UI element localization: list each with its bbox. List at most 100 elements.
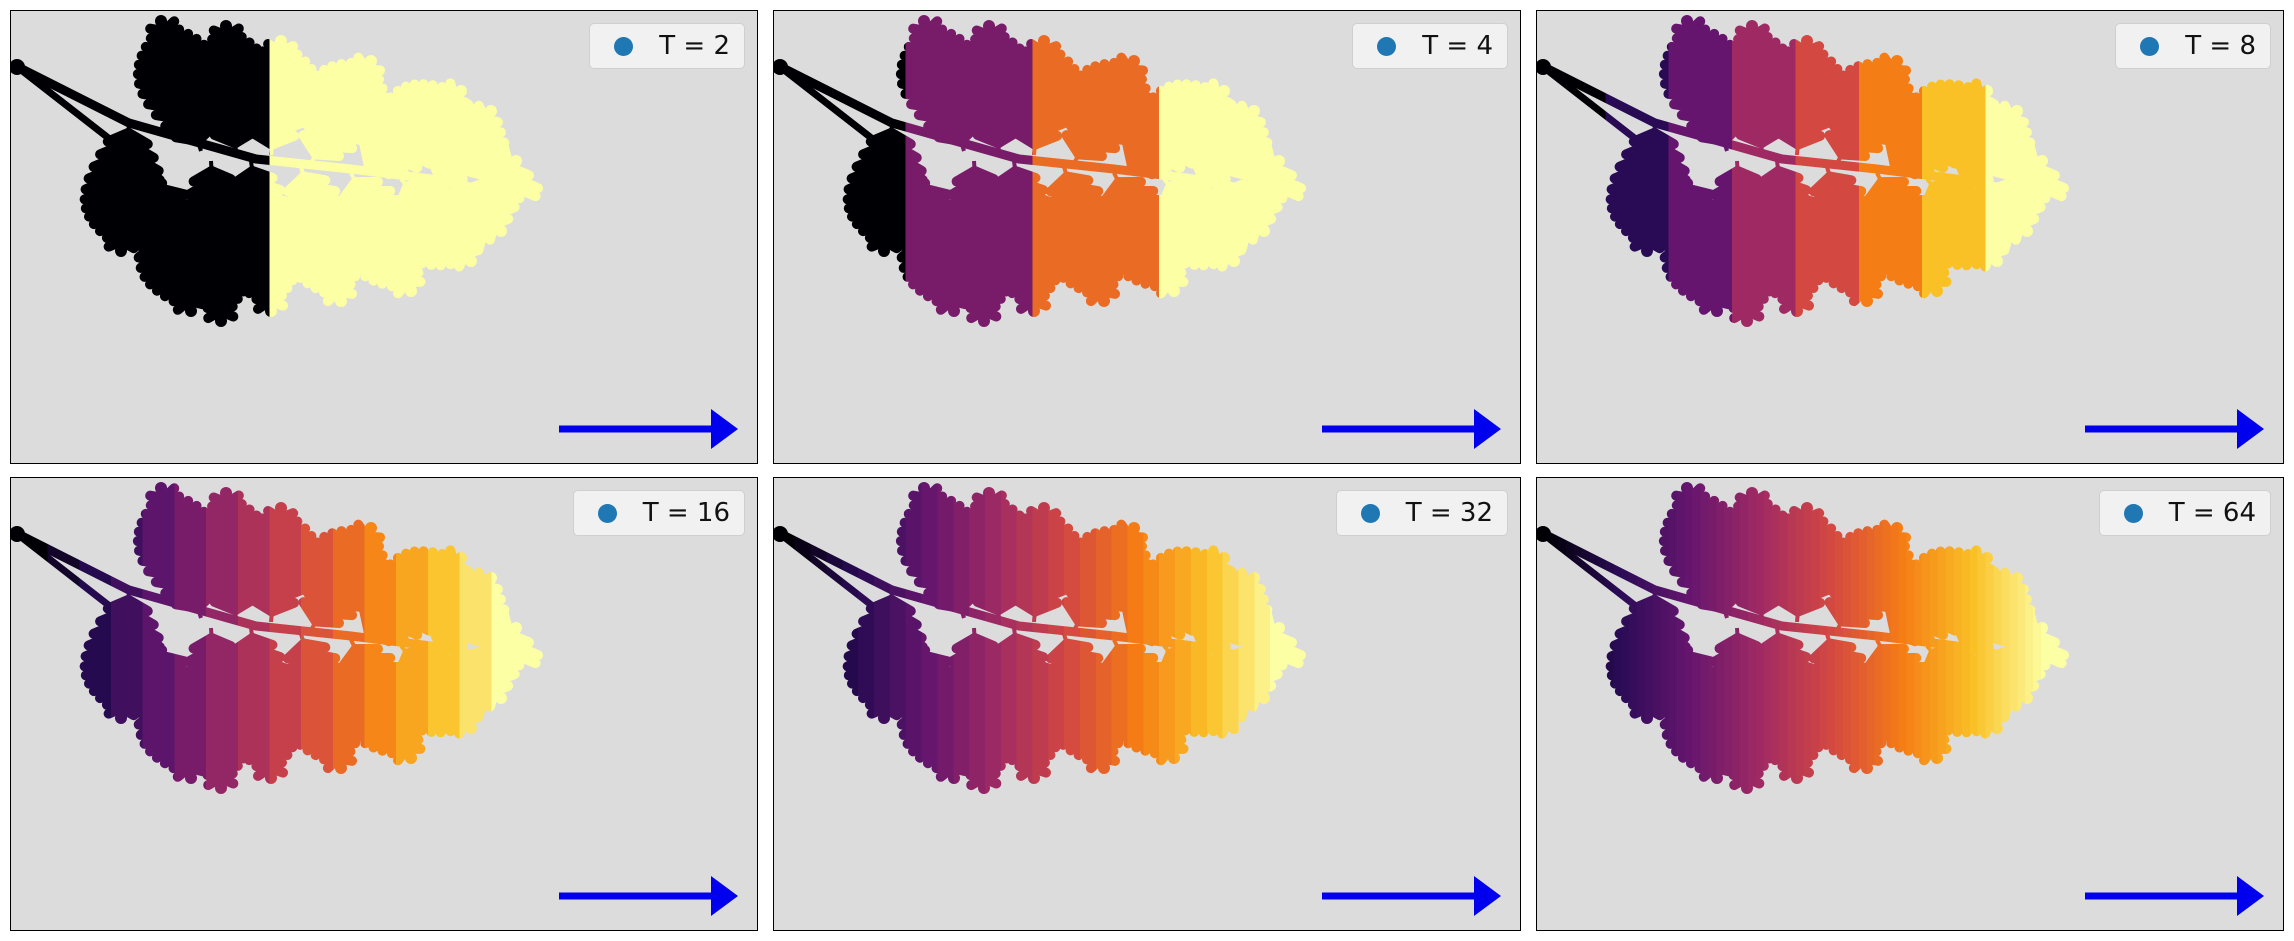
fern-pinnule bbox=[1084, 132, 1132, 146]
fern-pinnule bbox=[1891, 591, 1908, 631]
fern-pinnule bbox=[133, 214, 176, 251]
fern-pinnule bbox=[168, 500, 202, 533]
fern-pinnule bbox=[310, 267, 338, 294]
fern-pinnule bbox=[1845, 276, 1867, 298]
fern-pinnule bbox=[1716, 743, 1750, 767]
fern-pinnule bbox=[1865, 204, 1901, 248]
fern-pinnule bbox=[1955, 113, 1982, 163]
fern-pinnule bbox=[951, 166, 980, 187]
fern-pinnule bbox=[1971, 188, 1990, 227]
fern-pinnule bbox=[1609, 157, 1658, 184]
fern-pinnule bbox=[371, 111, 390, 158]
fern-pinnule bbox=[232, 85, 280, 119]
fern-pinnule bbox=[408, 648, 451, 666]
fern-pinnule bbox=[1720, 48, 1761, 71]
fern-pinnule bbox=[481, 202, 520, 224]
fern-pinnule bbox=[1825, 581, 1852, 618]
fern-pinnule bbox=[942, 653, 981, 680]
fern-pinnule bbox=[1162, 663, 1189, 710]
fern-pinnule bbox=[165, 495, 194, 523]
fern-pinnule bbox=[896, 224, 941, 263]
fern-pinnule bbox=[1922, 655, 1945, 696]
fern-pinnule bbox=[843, 186, 893, 214]
fern-pinnule bbox=[435, 571, 463, 622]
fern-pinnule bbox=[141, 184, 169, 209]
fern-pinnule bbox=[137, 194, 171, 224]
fern-pinnule bbox=[150, 577, 197, 593]
fern-pinnule bbox=[1761, 65, 1808, 98]
fern-pinnule bbox=[1919, 276, 1938, 299]
fern-pinnule bbox=[1660, 671, 1699, 705]
fern-pinnule bbox=[847, 663, 893, 689]
fern-pinnule bbox=[957, 105, 1002, 129]
fern-pinnule bbox=[1662, 517, 1705, 533]
fern-pinnule bbox=[1004, 525, 1046, 555]
fern-pinnule bbox=[295, 248, 332, 283]
fern-pinnule bbox=[1109, 90, 1154, 103]
fern-pinnule bbox=[1660, 204, 1699, 238]
fern-pinnule bbox=[1658, 69, 1711, 86]
fern-pinnule bbox=[1062, 581, 1089, 618]
fern-pinnule bbox=[1952, 226, 1977, 270]
fern-pinnule bbox=[1863, 186, 1892, 221]
fern-pinnule bbox=[302, 555, 336, 601]
fern-pinnule bbox=[995, 552, 1043, 586]
fern-pinnule bbox=[1667, 651, 1695, 676]
fern-pinnule bbox=[1156, 743, 1175, 766]
fern-tip bbox=[1791, 772, 1803, 784]
fern-pinnule bbox=[377, 258, 403, 289]
fern-pinnule bbox=[984, 653, 1023, 683]
fern-pinnule bbox=[1958, 168, 1994, 185]
fern-pinnule bbox=[168, 33, 202, 66]
fern-pinnule bbox=[1069, 545, 1104, 593]
fern-pinnule bbox=[935, 762, 957, 782]
fern-pinnule bbox=[885, 604, 922, 630]
fern-pinnule bbox=[224, 43, 262, 71]
fern-pinnule bbox=[160, 121, 200, 136]
fern-pinnule bbox=[223, 504, 255, 528]
fern-pinnule bbox=[122, 137, 159, 163]
fern-pinnule bbox=[939, 246, 985, 277]
fern-pinnule bbox=[351, 81, 388, 94]
fern-pinnule bbox=[121, 624, 168, 656]
fern-pinnule bbox=[1886, 707, 1919, 749]
fern-pinnule bbox=[137, 555, 191, 573]
fern-pinnule bbox=[95, 137, 133, 160]
fern-pinnule bbox=[1897, 620, 1935, 644]
fern-pinnule bbox=[102, 594, 134, 614]
fern-pinnule bbox=[964, 117, 1003, 139]
fern-pinnule bbox=[935, 683, 983, 715]
fern-pinnule bbox=[884, 157, 931, 189]
fern-pinnule bbox=[935, 216, 983, 248]
fern-tip bbox=[2021, 692, 2033, 704]
fern-pinnule bbox=[1699, 703, 1747, 735]
fern-pinnule bbox=[272, 531, 317, 555]
fern-pinnule bbox=[1013, 653, 1056, 675]
fern-pinnule bbox=[1627, 693, 1654, 710]
fern-pinnule bbox=[1085, 286, 1107, 307]
fern-pinnule bbox=[952, 93, 1001, 119]
fern-pinnule bbox=[1659, 59, 1708, 76]
fern-pinnule bbox=[223, 37, 255, 61]
fern-pinnule bbox=[378, 101, 397, 152]
fern-pinnule bbox=[401, 548, 420, 600]
fern-pinnule bbox=[229, 166, 258, 188]
fern-tip bbox=[455, 85, 467, 97]
fern-pinnule bbox=[1804, 209, 1847, 250]
fern-pinnule bbox=[266, 130, 300, 150]
fern-pinnule bbox=[133, 691, 178, 730]
fern-pinnule bbox=[1747, 236, 1793, 270]
fern-pinnule bbox=[2000, 658, 2049, 685]
fern-pinnule bbox=[445, 655, 464, 694]
fern-pinnule bbox=[1063, 567, 1094, 610]
fern-pinnule bbox=[1159, 188, 1182, 229]
fern-pinnule bbox=[1770, 276, 1798, 299]
fern-pinnule bbox=[253, 296, 275, 314]
legend-label: T = 16 bbox=[642, 498, 730, 528]
fern-pinnule bbox=[1903, 258, 1929, 289]
fern-pinnule bbox=[189, 560, 238, 586]
fern-node bbox=[1537, 59, 1551, 75]
fern-pinnule bbox=[202, 296, 225, 314]
fern-pinnule bbox=[1779, 763, 1801, 781]
fern-pinnule bbox=[1043, 181, 1075, 211]
